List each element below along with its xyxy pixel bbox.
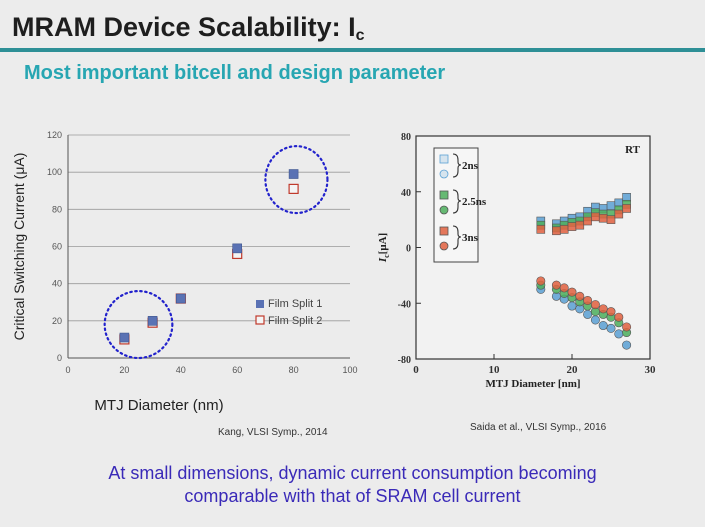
x-tick-label: 0: [65, 365, 70, 375]
x-tick-label: 60: [232, 365, 242, 375]
legend-label: 2ns: [462, 160, 479, 172]
positive-ic-point: [598, 213, 608, 223]
film-split-1-point: [119, 332, 130, 343]
x-tick-label: 40: [176, 365, 186, 375]
negative-ic-point: [559, 283, 569, 293]
slide-footer: At small dimensions, dynamic current con…: [0, 462, 705, 508]
legend-label-film-split-2: Film Split 2: [268, 315, 322, 327]
film-split-1-point: [288, 169, 299, 179]
negative-ic-point: [614, 312, 624, 322]
negative-ic-point: [598, 321, 608, 331]
negative-ic-point: [551, 280, 561, 290]
x-tick-label: 0: [413, 364, 419, 376]
caption-right: Saida et al., VLSI Symp., 2016: [470, 422, 607, 433]
negative-ic-point: [590, 300, 600, 310]
y-tick-label: 20: [52, 316, 62, 326]
negative-ic-point: [583, 309, 593, 319]
slide-subtitle: Most important bitcell and design parame…: [24, 62, 446, 84]
x-axis-label: MTJ Diameter (nm): [94, 397, 223, 414]
legend-square-marker: [439, 154, 449, 164]
x-tick-label: 80: [289, 365, 299, 375]
negative-ic-point: [536, 276, 546, 286]
positive-ic-point: [559, 225, 569, 234]
legend-marker-film-split-1: [256, 300, 264, 308]
legend-circle-marker: [439, 241, 449, 251]
y-tick-label: 80: [401, 132, 411, 143]
legend-label: 2.5ns: [462, 196, 487, 208]
legend-marker-film-split-2: [255, 315, 265, 325]
y-axis-label-main: I: [377, 257, 389, 263]
negative-ic-point: [575, 291, 585, 301]
legend-square-marker: [439, 226, 449, 236]
x-tick-label: 20: [119, 365, 129, 375]
legend-brace: [452, 225, 462, 250]
y-axis-label-unit: [μA]: [377, 233, 389, 255]
positive-ic-point: [591, 212, 600, 222]
highlight-ellipse: [264, 145, 329, 215]
negative-ic-point: [614, 329, 624, 339]
positive-ic-point: [575, 220, 585, 230]
title-main: MRAM Device Scalability: I: [12, 12, 356, 42]
positive-ic-point: [583, 216, 592, 226]
film-split-1-point: [176, 293, 186, 304]
negative-ic-point: [567, 287, 577, 297]
legend-brace: [452, 189, 462, 214]
positive-ic-point: [536, 225, 546, 234]
film-split-1-point: [232, 243, 242, 254]
x-tick-label: 20: [567, 364, 579, 376]
negative-ic-point: [606, 307, 616, 317]
y-tick-label: 0: [406, 244, 411, 255]
negative-ic-point: [583, 295, 593, 305]
legend-circle-marker: [439, 205, 449, 215]
y-axis-label-sub: c: [382, 254, 391, 258]
positive-ic-point: [614, 209, 624, 219]
positive-ic-point: [606, 215, 616, 224]
slide-title: MRAM Device Scalability: Ic: [12, 12, 365, 45]
x-tick-label: 10: [489, 364, 501, 376]
y-tick-label: -80: [398, 355, 411, 366]
y-tick-label: 40: [52, 279, 62, 289]
footer-line-1: At small dimensions, dynamic current con…: [108, 463, 597, 483]
title-rule: [0, 48, 705, 52]
x-tick-label: 100: [342, 365, 357, 375]
y-tick-label: 100: [47, 167, 62, 177]
legend-label: 3ns: [462, 232, 479, 244]
negative-ic-point: [598, 304, 608, 314]
x-tick-label: 30: [645, 364, 657, 376]
negative-ic-point: [590, 315, 600, 325]
negative-ic-point: [622, 340, 632, 350]
caption-left: Kang, VLSI Symp., 2014: [218, 427, 328, 438]
highlight-ellipse: [103, 290, 174, 360]
positive-ic-point: [622, 204, 631, 213]
legend-label-film-split-1: Film Split 1: [268, 298, 322, 310]
negative-ic-point: [622, 322, 632, 332]
rt-label: RT: [625, 144, 641, 156]
y-tick-label: 0: [57, 353, 62, 363]
negative-ic-point: [567, 301, 577, 311]
film-split-1-point: [147, 316, 158, 326]
positive-ic-point: [606, 201, 616, 210]
y-tick-label: 120: [47, 130, 62, 140]
y-tick-label: 80: [52, 204, 62, 214]
legend-circle-marker: [439, 169, 449, 179]
y-tick-label: 40: [401, 188, 411, 199]
y-axis-label: Critical Switching Current (μA): [11, 153, 27, 341]
footer-line-2: comparable with that of SRAM cell curren…: [184, 486, 521, 506]
legend-brace: [452, 153, 462, 178]
title-subscript: c: [355, 27, 365, 44]
y-axis-label: Ic[μA]: [377, 233, 391, 263]
critical-current-chart: 0 20 40 60 80 100 120 0 20 40 60 80 100 MTJ Diameter …: [11, 130, 358, 414]
legend-square-marker: [439, 190, 449, 200]
positive-ic-point: [552, 226, 561, 236]
y-tick-label: -40: [398, 299, 411, 310]
positive-ic-point: [567, 222, 577, 231]
y-tick-label: 60: [52, 242, 62, 252]
negative-ic-point: [606, 323, 616, 333]
film-split-2-point: [288, 183, 299, 194]
x-axis-label: MTJ Diameter [nm]: [485, 378, 580, 390]
